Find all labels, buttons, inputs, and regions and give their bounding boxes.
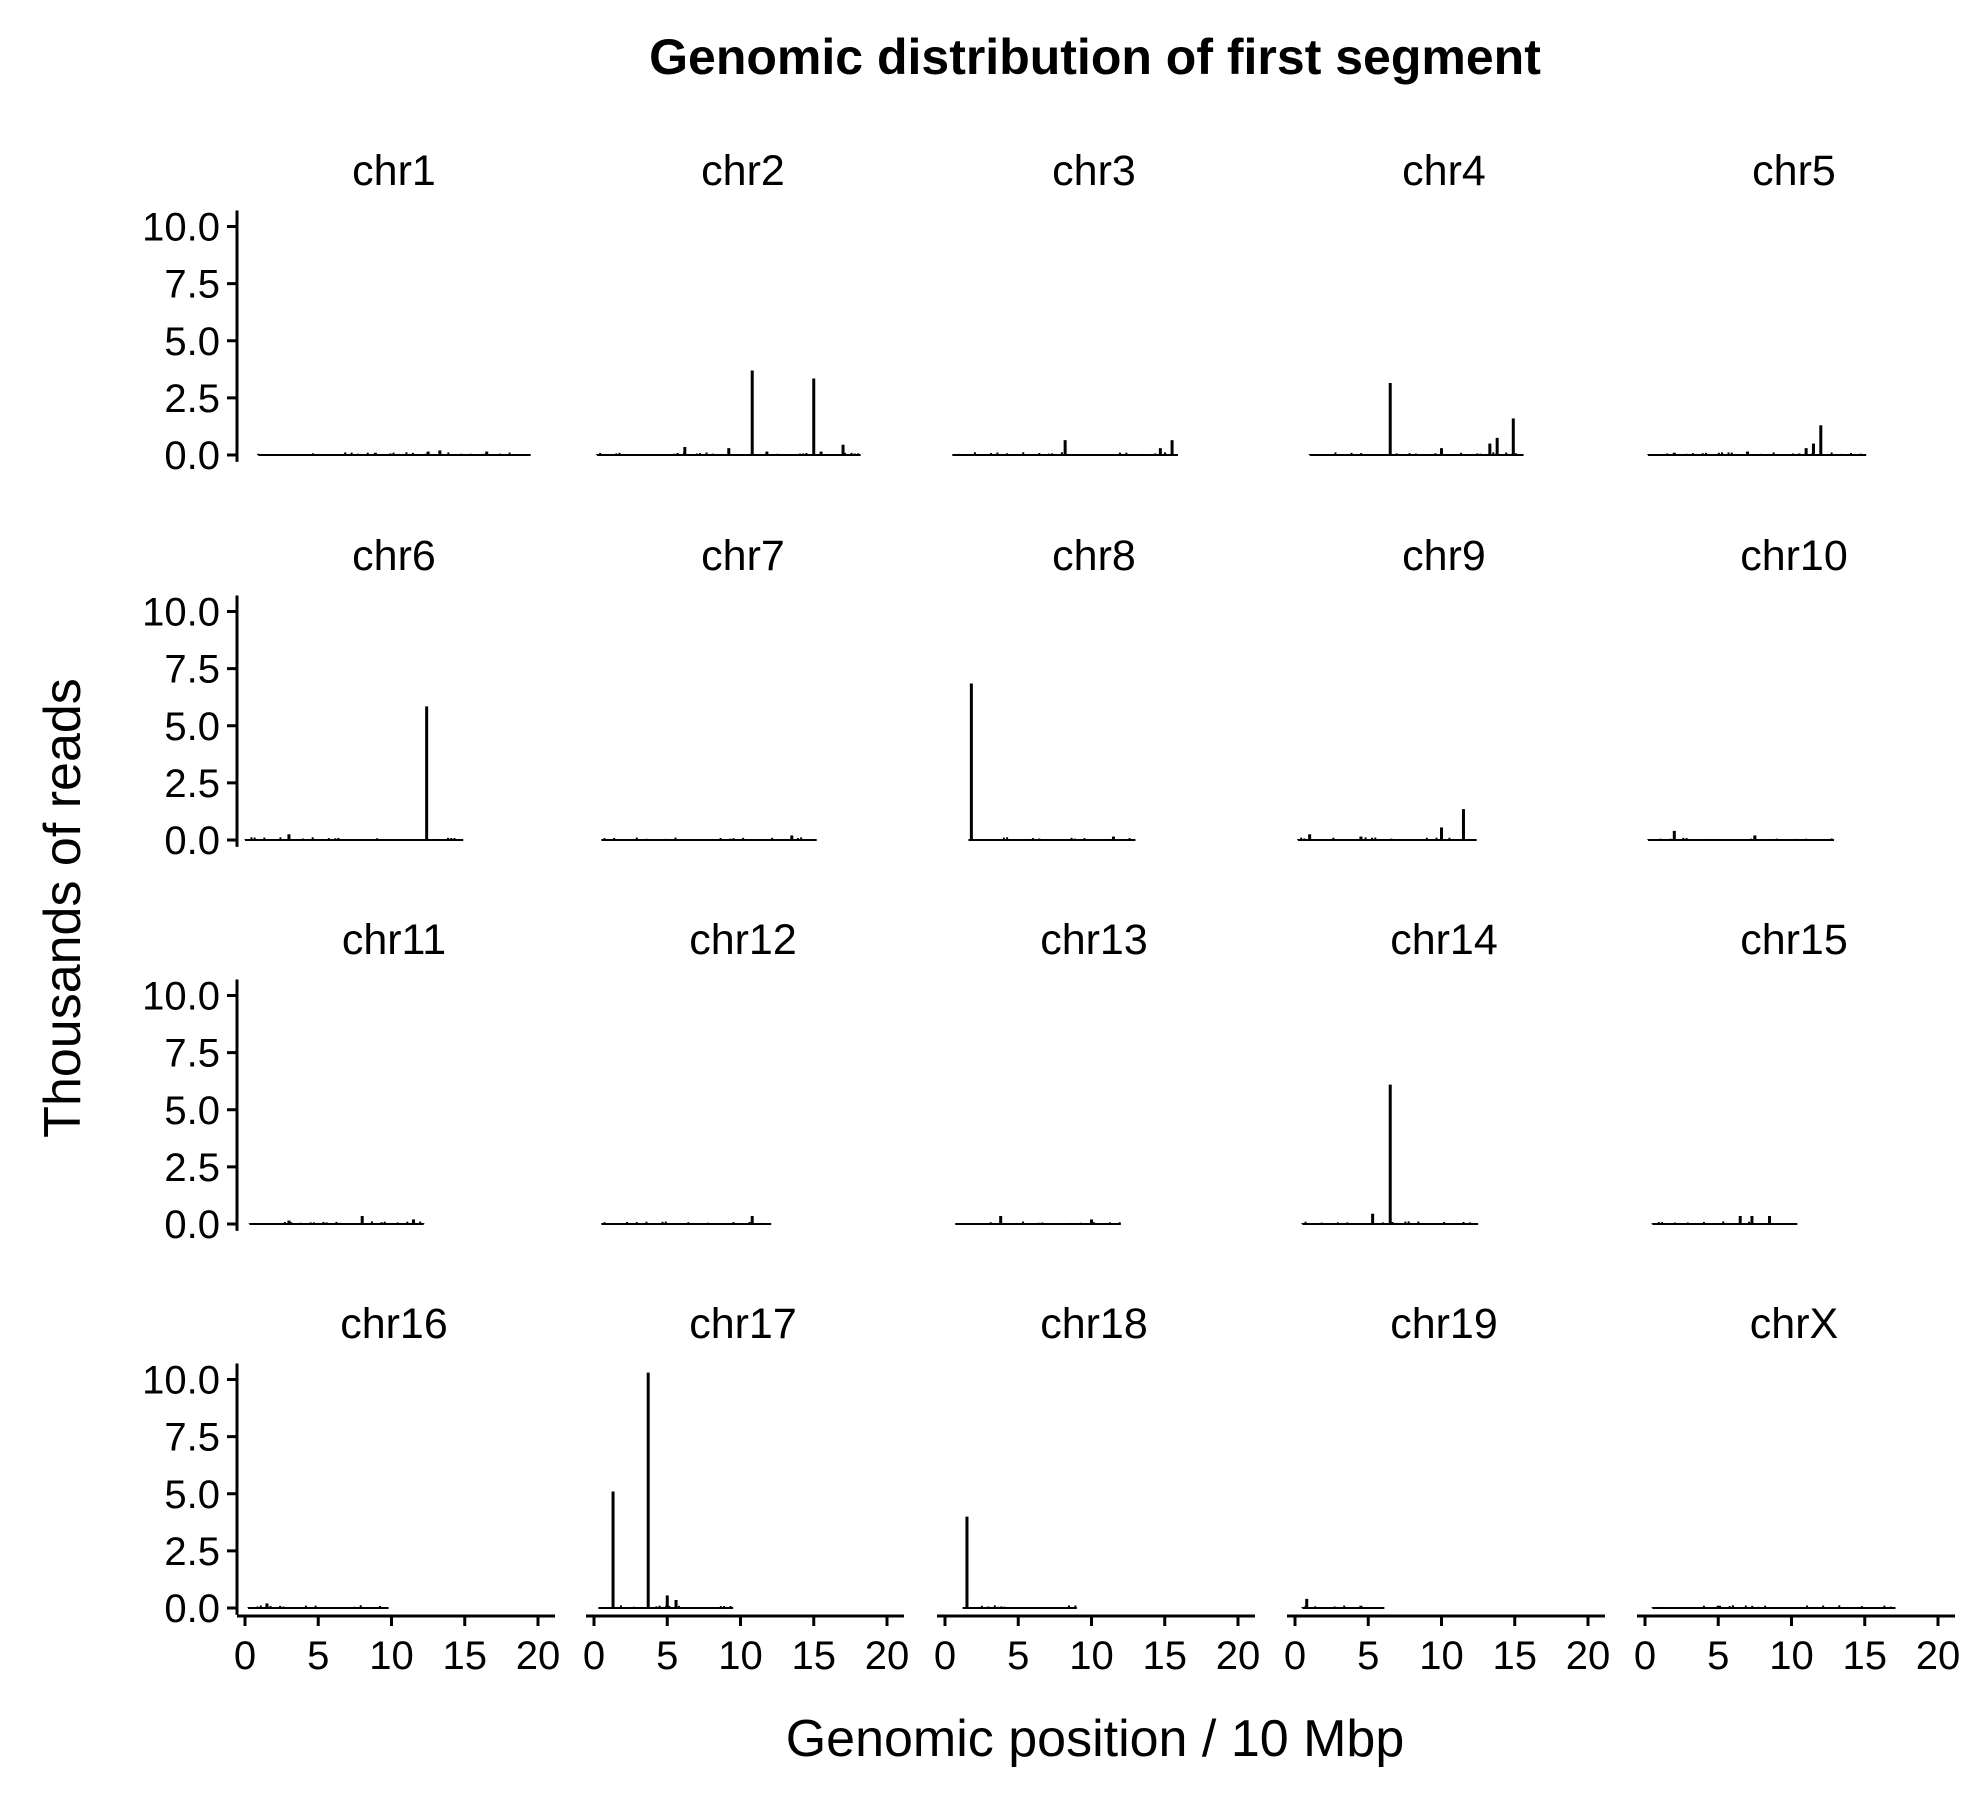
x-tick-label: 20 (865, 1634, 910, 1678)
x-tick-label: 5 (656, 1634, 678, 1678)
facet-label-chr17: chr17 (689, 1300, 797, 1348)
x-tick-label: 20 (516, 1634, 561, 1678)
x-tick-label: 20 (1216, 1634, 1261, 1678)
x-tick-label: 5 (307, 1634, 329, 1678)
x-tick-label: 0 (234, 1634, 256, 1678)
x-tick-label: 10 (1069, 1634, 1114, 1678)
facet-label-chr7: chr7 (701, 532, 785, 580)
facet-label-chr11: chr11 (342, 916, 446, 964)
x-tick-label: 5 (1007, 1634, 1029, 1678)
facet-label-chrX: chrX (1750, 1300, 1838, 1348)
y-tick-label: 0.0 (164, 1203, 220, 1247)
x-tick-label: 15 (792, 1634, 837, 1678)
x-tick-label: 5 (1357, 1634, 1379, 1678)
y-tick-label: 5.0 (164, 1473, 220, 1517)
y-tick-label: 5.0 (164, 320, 220, 364)
x-tick-label: 20 (1916, 1634, 1961, 1678)
x-tick-label: 20 (1566, 1634, 1611, 1678)
y-tick-label: 2.5 (164, 1146, 220, 1190)
facet-label-chr6: chr6 (352, 532, 436, 580)
y-tick-label: 7.5 (164, 1416, 220, 1460)
x-tick-label: 15 (1143, 1634, 1188, 1678)
facet-label-chr9: chr9 (1402, 532, 1486, 580)
x-axis-title: Genomic position / 10 Mbp (786, 1710, 1405, 1768)
x-tick-label: 15 (1493, 1634, 1538, 1678)
facet-label-chr10: chr10 (1740, 532, 1848, 580)
x-tick-label: 0 (1284, 1634, 1306, 1678)
facet-label-chr19: chr19 (1390, 1300, 1498, 1348)
facet-label-chr8: chr8 (1052, 532, 1136, 580)
y-tick-label: 0.0 (164, 1587, 220, 1631)
x-tick-label: 10 (718, 1634, 763, 1678)
x-tick-label: 0 (934, 1634, 956, 1678)
facet-label-chr1: chr1 (352, 147, 436, 195)
y-tick-label: 0.0 (164, 819, 220, 863)
y-tick-label: 5.0 (164, 705, 220, 749)
facet-label-chr14: chr14 (1390, 916, 1498, 964)
facet-label-chr12: chr12 (689, 916, 797, 964)
y-tick-label: 2.5 (164, 1530, 220, 1574)
x-tick-label: 10 (369, 1634, 414, 1678)
chart-title: Genomic distribution of first segment (649, 29, 1541, 85)
x-tick-label: 10 (1419, 1634, 1464, 1678)
y-tick-label: 10.0 (142, 975, 220, 1019)
facet-label-chr3: chr3 (1052, 147, 1136, 195)
x-tick-label: 10 (1769, 1634, 1814, 1678)
facet-grid: chr1 0.0 2.5 5.0 7.5 10.0 chr2 chr3 chr4 chr5 chr6… (142, 147, 1960, 1678)
y-tick-label: 10.0 (142, 591, 220, 635)
y-tick-label: 2.5 (164, 377, 220, 421)
y-tick-label: 5.0 (164, 1089, 220, 1133)
facet-label-chr18: chr18 (1040, 1300, 1148, 1348)
facet-label-chr15: chr15 (1740, 916, 1848, 964)
facet-label-chr16: chr16 (340, 1300, 448, 1348)
x-tick-label: 0 (583, 1634, 605, 1678)
facet-label-chr13: chr13 (1040, 916, 1148, 964)
x-tick-label: 15 (1843, 1634, 1888, 1678)
facet-label-chr2: chr2 (701, 147, 785, 195)
x-tick-label: 5 (1707, 1634, 1729, 1678)
facet-label-chr5: chr5 (1752, 147, 1836, 195)
y-tick-label: 10.0 (142, 206, 220, 250)
y-tick-label: 7.5 (164, 263, 220, 307)
facet-label-chr4: chr4 (1402, 147, 1486, 195)
y-tick-label: 7.5 (164, 1032, 220, 1076)
y-tick-label: 2.5 (164, 762, 220, 806)
y-tick-label: 10.0 (142, 1359, 220, 1403)
y-tick-label: 0.0 (164, 434, 220, 478)
x-tick-label: 0 (1634, 1634, 1656, 1678)
x-tick-label: 15 (443, 1634, 488, 1678)
y-tick-label: 7.5 (164, 648, 220, 692)
y-axis-title: Thousands of reads (34, 678, 92, 1138)
